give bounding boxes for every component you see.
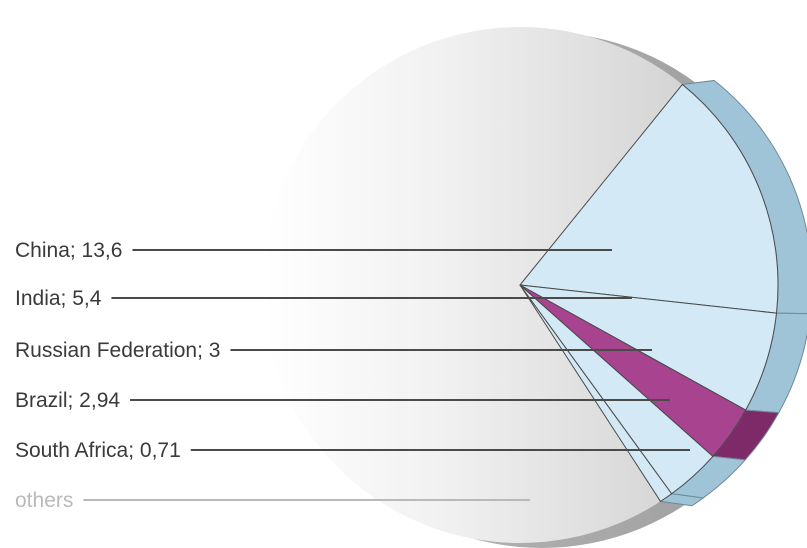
label-russian-federation: Russian Federation; 3 xyxy=(15,339,220,362)
label-south-africa: South Africa; 0,71 xyxy=(15,439,181,462)
label-india: India; 5,4 xyxy=(15,287,102,310)
label-china: China; 13,6 xyxy=(15,239,122,262)
label-others: others xyxy=(15,489,73,512)
label-brazil: Brazil; 2,94 xyxy=(15,389,120,412)
slices xyxy=(519,79,807,507)
slice-china xyxy=(519,83,779,314)
labels: China; 13,6 India; 5,4 Russian Federation;… xyxy=(15,239,690,512)
slice-south-africa xyxy=(519,284,673,503)
